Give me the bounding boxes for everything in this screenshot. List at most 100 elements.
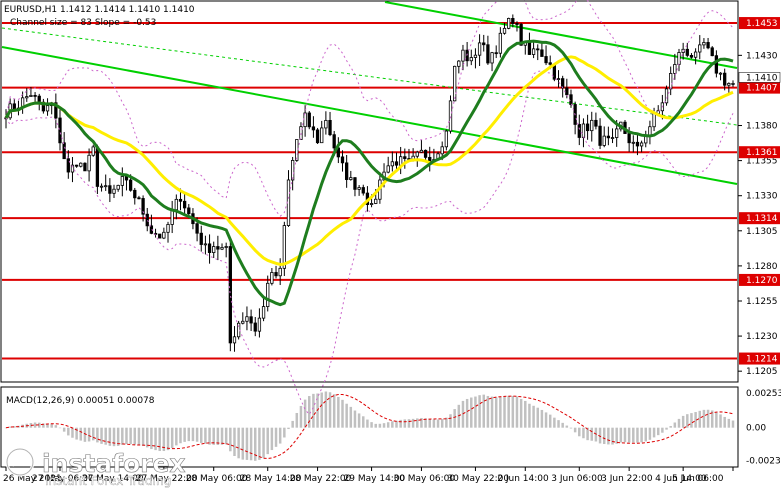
macd-histogram-bar	[141, 427, 145, 446]
macd-histogram-bar	[116, 427, 120, 446]
candle-body	[606, 135, 611, 139]
macd-histogram-bar	[87, 427, 91, 442]
macd-histogram-bar	[308, 396, 311, 428]
macd-histogram-bar	[204, 427, 207, 444]
candle-body	[390, 161, 394, 167]
candle-body	[58, 117, 62, 144]
candle-body	[45, 105, 50, 112]
ma-slow-line	[4, 55, 734, 267]
candle-body	[70, 164, 75, 173]
candle-body	[698, 44, 702, 53]
macd-histogram-bar	[507, 395, 510, 428]
candle-body	[677, 52, 681, 65]
candle-body	[162, 231, 166, 239]
candle-body	[581, 123, 586, 138]
macd-histogram-bar	[582, 427, 585, 439]
macd-signal-line	[5, 394, 734, 460]
candle-body	[241, 320, 245, 324]
macd-histogram-bar	[378, 423, 382, 428]
macd-histogram-bar	[399, 419, 402, 428]
macd-histogram-bar	[324, 391, 328, 428]
candle-body	[266, 282, 270, 307]
macd-histogram-bar	[453, 409, 456, 428]
macd-histogram-bar	[62, 427, 66, 432]
macd-histogram-bar	[8, 426, 12, 428]
macd-tick-label: 0.00253	[746, 389, 781, 399]
macd-histogram-bar	[179, 427, 182, 444]
candle-body	[66, 158, 70, 173]
macd-histogram-bar	[719, 414, 722, 428]
macd-histogram-bar	[677, 418, 681, 428]
instaforex-logo: instaforex Instant Forex Trading	[5, 447, 186, 488]
candle-body	[631, 141, 635, 144]
macd-panel: 0.00253 0.00 -0.00238	[4, 389, 781, 466]
macd-histogram-bar	[440, 419, 444, 428]
macd-histogram-bar	[590, 427, 594, 441]
candle-body	[494, 52, 498, 55]
candle-body	[224, 246, 228, 248]
macd-histogram-bar	[187, 427, 191, 442]
candle-body	[702, 42, 706, 46]
macd-histogram-bar	[386, 422, 390, 428]
candle-body	[477, 42, 482, 56]
macd-histogram-bar	[357, 413, 361, 428]
macd-histogram-bar	[432, 419, 436, 428]
candle-body	[556, 78, 561, 81]
macd-histogram-bar	[46, 423, 49, 428]
candle-body	[12, 103, 16, 110]
macd-histogram-bar	[170, 427, 174, 449]
candle-body	[91, 146, 95, 156]
macd-histogram-bar	[299, 405, 303, 428]
macd-histogram-bar	[407, 419, 411, 428]
macd-histogram-bar	[710, 410, 714, 428]
candle-body	[507, 18, 511, 29]
candle-body	[415, 151, 419, 157]
candle-body	[79, 162, 83, 167]
macd-histogram-bar	[690, 413, 693, 428]
candle-body	[548, 62, 552, 65]
time-tick-label: 28 May 06:00	[186, 474, 248, 484]
candle-body	[527, 42, 532, 55]
time-tick-label: 5 Jun 06:00	[672, 474, 724, 484]
candle-body	[714, 55, 719, 74]
macd-histogram-bar	[445, 417, 448, 428]
macd-histogram-bar	[594, 427, 598, 442]
macd-histogram-bar	[125, 427, 128, 445]
macd-histogram-bar	[33, 422, 37, 428]
candle-body	[33, 94, 37, 97]
candle-body	[639, 142, 644, 147]
candle-body	[278, 267, 282, 277]
candle-body	[461, 49, 465, 62]
time-tick-label: 30 May 06:00	[393, 474, 455, 484]
macd-histogram-bar	[540, 409, 544, 428]
candle-body	[228, 246, 232, 344]
candle-body	[569, 94, 573, 105]
candle-body	[203, 243, 208, 246]
macd-histogram-bar	[544, 412, 548, 428]
candle-body	[345, 162, 349, 180]
macd-histogram-bar	[145, 427, 149, 448]
candle-body	[116, 184, 120, 190]
macd-histogram-bar	[13, 426, 16, 428]
macd-histogram-bar	[715, 412, 718, 428]
candle-body	[270, 272, 274, 284]
macd-histogram-bar	[474, 396, 477, 428]
candle-body	[723, 72, 727, 86]
candle-body	[120, 176, 124, 186]
macd-histogram-bar	[108, 427, 112, 446]
candle-body	[610, 137, 615, 139]
macd-histogram-bar	[428, 419, 431, 428]
macd-histogram-bar	[166, 427, 170, 451]
macd-histogram-bar	[75, 427, 78, 440]
macd-histogram-bar	[553, 417, 556, 428]
logo-icon	[5, 447, 35, 477]
macd-histogram-bar	[627, 427, 631, 443]
time-tick-label: 29 May 14:00	[344, 474, 406, 484]
candle-body	[95, 146, 100, 187]
candle-body	[669, 73, 673, 90]
candle-body	[540, 49, 544, 57]
macd-histogram-bar	[478, 395, 481, 428]
macd-histogram-bar	[382, 423, 386, 428]
channel-lower-line	[1, 46, 738, 185]
macd-histogram-bar	[669, 426, 672, 428]
